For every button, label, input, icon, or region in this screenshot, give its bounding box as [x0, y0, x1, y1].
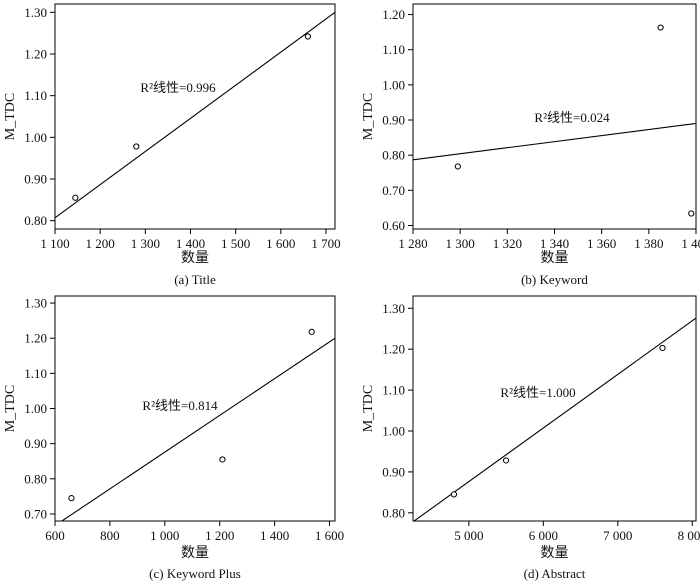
plot-frame	[54, 3, 336, 230]
y-tick-label: 0.80	[382, 148, 405, 163]
panel-caption: (d) Abstract	[524, 566, 586, 581]
y-tick-label: 0.80	[382, 505, 405, 520]
data-point	[304, 33, 312, 40]
r2-annotation: R²线性=0.996	[140, 80, 216, 95]
x-axis-title: 数量	[181, 250, 209, 266]
x-tick-label: 600	[45, 528, 65, 543]
y-tick-label: 0.60	[382, 218, 405, 233]
y-tick-label: 1.10	[24, 88, 47, 103]
y-tick-label: 1.00	[382, 77, 405, 92]
y-tick-label: 0.70	[24, 506, 47, 521]
data-point	[219, 456, 226, 463]
y-tick-label: 0.80	[24, 213, 47, 228]
y-tick-label: 1.10	[382, 383, 405, 398]
x-axis-title: 数量	[181, 545, 209, 561]
x-tick-label: 1 100	[40, 236, 69, 251]
data-point	[68, 495, 75, 502]
y-tick-label: 1.20	[382, 342, 405, 357]
y-tick-label: 1.20	[24, 331, 47, 346]
y-tick-label: 0.90	[24, 172, 47, 187]
x-tick-label: 1 340	[540, 236, 569, 251]
x-tick-label: 1 600	[266, 236, 295, 251]
plot-frame	[412, 295, 697, 522]
r2-annotation: R²线性=1.000	[500, 385, 575, 400]
x-tick-label: 1 200	[205, 528, 234, 543]
data-point	[502, 457, 510, 464]
chart-panel-c: 600 800 1 000 1 200 1 400 1 600 0.70 0.80 0.90 1.…	[3, 295, 344, 581]
x-tick-label: 1 380	[634, 236, 663, 251]
x-tick-label: 800	[100, 528, 120, 543]
r2-annotation: R²线性=0.814	[142, 398, 218, 413]
x-axis-title: 数量	[541, 545, 569, 561]
y-axis-title: M_TDC	[3, 385, 18, 432]
y-tick-label: 0.90	[382, 464, 405, 479]
chart-panel-a: 1 100 1 200 1 300 1 400 1 500 1 600 1 700 0.80 0…	[3, 3, 341, 287]
y-tick-label: 0.90	[24, 436, 47, 451]
y-tick-label: 1.00	[382, 424, 405, 439]
y-tick-label: 1.30	[382, 301, 405, 316]
x-tick-label: 1 600	[315, 528, 344, 543]
y-tick-label: 1.30	[24, 5, 47, 20]
y-axis-title: M_TDC	[361, 93, 376, 140]
data-point	[659, 344, 666, 352]
y-tick-label: 1.30	[24, 296, 47, 311]
x-tick-label: 1 700	[311, 236, 340, 251]
y-axis-title: M_TDC	[3, 93, 18, 140]
x-tick-label: 5 000	[454, 528, 483, 543]
data-point	[450, 491, 458, 498]
data-point	[308, 328, 315, 335]
y-tick-label: 1.20	[24, 47, 47, 62]
chart-panel-b: 1 280 1 300 1 320 1 340 1 360 1 380 1 400 0.60 0…	[361, 3, 700, 287]
fit-line	[413, 122, 696, 161]
y-tick-label: 1.10	[382, 42, 405, 57]
x-tick-label: 8 000	[678, 528, 700, 543]
x-tick-label: 1 300	[131, 236, 160, 251]
data-point	[657, 24, 664, 31]
y-tick-label: 0.80	[24, 471, 47, 486]
x-tick-label: 1 400	[176, 236, 205, 251]
x-tick-label: 1 000	[150, 528, 179, 543]
y-tick-label: 0.90	[382, 113, 405, 128]
panel-caption: (b) Keyword	[521, 272, 588, 287]
data-point	[688, 210, 695, 217]
r2-annotation: R²线性=0.024	[534, 110, 610, 125]
fit-line	[413, 317, 696, 521]
fit-line	[55, 11, 335, 219]
y-tick-label: 1.00	[24, 401, 47, 416]
x-tick-label: 1 400	[260, 528, 289, 543]
x-tick-label: 7 000	[603, 528, 632, 543]
x-tick-label: 1 280	[398, 236, 427, 251]
y-axis-title: M_TDC	[361, 385, 376, 432]
x-axis-title: 数量	[541, 250, 569, 266]
panel-caption: (c) Keyword Plus	[149, 566, 241, 581]
data-point	[133, 143, 140, 150]
x-tick-label: 1 300	[446, 236, 475, 251]
data-point	[454, 163, 461, 170]
chart-panel-d: 5 000 6 000 7 000 8 000 0.80 0.90 1.00 1.10 1.20…	[361, 295, 700, 581]
y-tick-label: 1.20	[382, 7, 405, 22]
x-tick-label: 1 360	[587, 236, 616, 251]
y-tick-label: 0.70	[382, 183, 405, 198]
panel-caption: (a) Title	[174, 272, 216, 287]
y-tick-label: 1.10	[24, 366, 47, 381]
x-tick-label: 6 000	[529, 528, 558, 543]
x-tick-label: 1 500	[221, 236, 250, 251]
data-point	[72, 194, 79, 201]
fit-line	[61, 337, 335, 521]
y-tick-label: 1.00	[24, 130, 47, 145]
x-tick-label: 1 320	[493, 236, 522, 251]
x-tick-label: 1 400	[681, 236, 700, 251]
x-tick-label: 1 200	[86, 236, 115, 251]
